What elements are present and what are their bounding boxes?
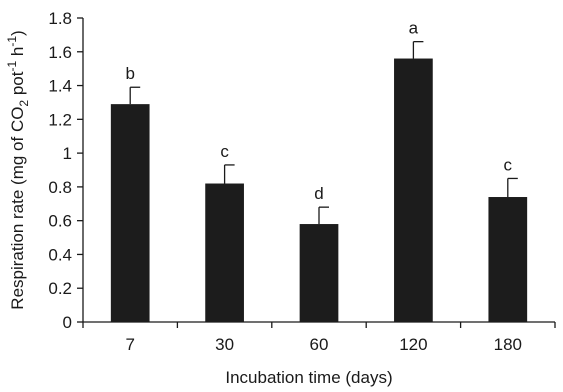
bar [299, 224, 339, 322]
y-axis-title: Respiration rate (mg of CO2 pot-1 h-1) [5, 30, 31, 309]
y-axis-title-suffix: ) [8, 30, 27, 36]
y-tick-label: 0 [63, 313, 72, 332]
significance-letter: c [220, 142, 229, 161]
plot-area: 0 0.2 0.4 0.6 0.8 1 1.2 1.4 1.6 1.8 b 7 c 30 d 60 a 120 c 1… [48, 9, 556, 354]
significance-letter: c [504, 155, 513, 174]
x-tick-label: 60 [310, 335, 329, 354]
y-axis-title-sub: 2 [17, 100, 31, 107]
y-tick-label: 0.2 [48, 279, 72, 298]
significance-letter: a [409, 19, 419, 38]
y-tick-label: 0.4 [48, 245, 72, 264]
y-tick-label: 1 [63, 144, 72, 163]
y-axis-title-mid: pot [8, 71, 27, 100]
bar [488, 197, 528, 322]
y-tick-label: 0.6 [48, 212, 72, 231]
bar [205, 183, 244, 322]
svg-text:Respiration rate (mg of CO2 po: Respiration rate (mg of CO2 pot-1 h-1) [5, 30, 31, 309]
y-axis-title-sup2: -1 [5, 36, 19, 47]
y-axis-title-sup1: -1 [5, 61, 19, 72]
significance-letter: b [125, 64, 134, 83]
y-tick-label: 1.8 [48, 9, 72, 28]
x-tick-label: 180 [494, 335, 522, 354]
x-tick-label: 7 [125, 335, 134, 354]
y-tick-label: 1.4 [48, 77, 72, 96]
significance-letter: d [314, 184, 323, 203]
y-axis-title-prefix: Respiration rate (mg of CO [8, 107, 27, 310]
y-tick-label: 1.2 [48, 110, 72, 129]
bar [110, 104, 150, 322]
x-tick-label: 120 [399, 335, 427, 354]
x-axis-title: Incubation time (days) [225, 368, 392, 387]
bar [394, 58, 433, 323]
y-tick-label: 1.6 [48, 43, 72, 62]
x-tick-label: 30 [215, 335, 234, 354]
y-axis-title-mid2: h [8, 47, 27, 61]
y-tick-label: 0.8 [48, 178, 72, 197]
